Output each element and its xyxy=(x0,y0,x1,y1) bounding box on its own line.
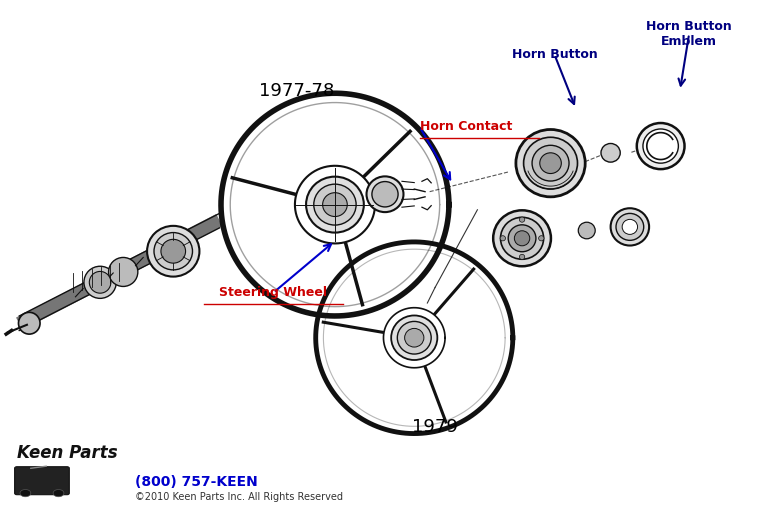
Ellipse shape xyxy=(89,271,111,293)
Text: ©2010 Keen Parts Inc. All Rights Reserved: ©2010 Keen Parts Inc. All Rights Reserve… xyxy=(135,492,343,502)
Ellipse shape xyxy=(494,210,551,266)
Ellipse shape xyxy=(372,182,398,207)
Ellipse shape xyxy=(532,146,569,181)
Ellipse shape xyxy=(306,177,363,233)
Ellipse shape xyxy=(84,266,116,298)
Ellipse shape xyxy=(367,177,403,212)
Text: 1977-78: 1977-78 xyxy=(259,82,334,99)
Ellipse shape xyxy=(508,225,536,252)
Ellipse shape xyxy=(323,193,347,217)
Ellipse shape xyxy=(616,213,644,240)
Ellipse shape xyxy=(516,130,585,197)
Ellipse shape xyxy=(154,233,192,270)
Ellipse shape xyxy=(147,226,199,277)
Ellipse shape xyxy=(578,222,595,239)
Text: 1979: 1979 xyxy=(412,419,458,436)
Ellipse shape xyxy=(500,218,544,259)
Ellipse shape xyxy=(539,236,544,241)
Ellipse shape xyxy=(601,143,621,162)
Ellipse shape xyxy=(519,217,525,222)
Ellipse shape xyxy=(611,208,649,246)
Text: (800) 757-KEEN: (800) 757-KEEN xyxy=(135,475,257,489)
Text: Keen Parts: Keen Parts xyxy=(17,444,118,463)
Ellipse shape xyxy=(397,321,431,354)
Ellipse shape xyxy=(643,129,678,163)
Text: Horn Button
Emblem: Horn Button Emblem xyxy=(646,20,732,48)
Ellipse shape xyxy=(109,257,138,286)
Ellipse shape xyxy=(18,312,40,334)
Ellipse shape xyxy=(540,153,561,174)
Ellipse shape xyxy=(622,220,638,234)
Text: Horn Button: Horn Button xyxy=(511,48,598,61)
Ellipse shape xyxy=(637,123,685,169)
Ellipse shape xyxy=(405,328,424,347)
Ellipse shape xyxy=(161,239,186,263)
Ellipse shape xyxy=(53,490,64,497)
Text: Horn Contact: Horn Contact xyxy=(420,120,512,134)
FancyBboxPatch shape xyxy=(15,467,69,495)
Ellipse shape xyxy=(500,236,505,241)
Ellipse shape xyxy=(20,490,31,497)
Text: Steering Wheel: Steering Wheel xyxy=(219,286,327,299)
Ellipse shape xyxy=(519,254,525,260)
Ellipse shape xyxy=(391,315,437,360)
Ellipse shape xyxy=(314,184,356,225)
Ellipse shape xyxy=(524,137,578,189)
Ellipse shape xyxy=(514,231,530,246)
